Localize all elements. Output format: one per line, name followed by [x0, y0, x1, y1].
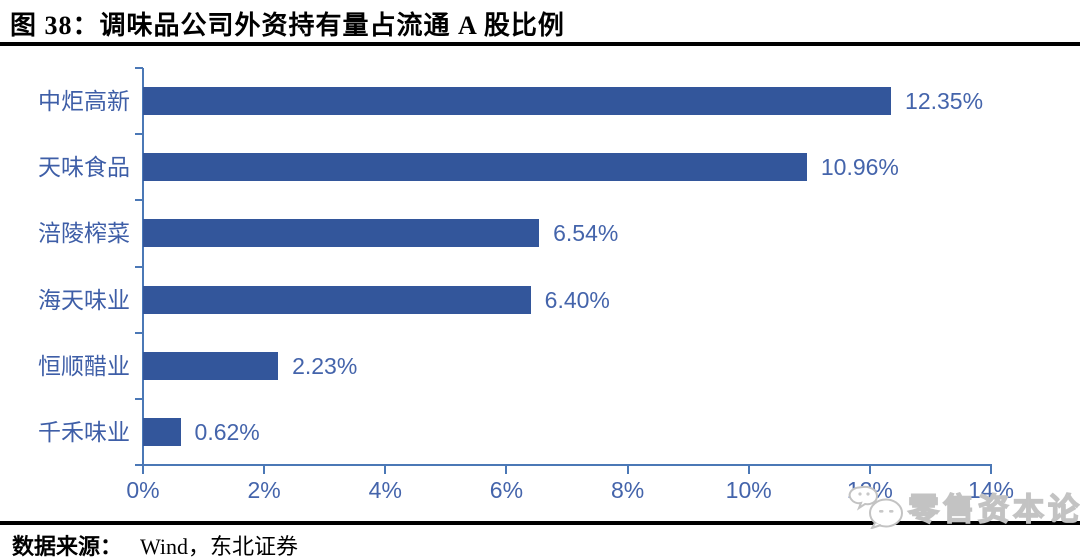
x-axis-tick-label: 0% — [126, 477, 160, 503]
figure-title: 图 38：调味品公司外资持有量占流通 A 股比例 — [10, 11, 565, 40]
bar-2 — [143, 153, 807, 182]
x-axis-tick — [626, 464, 629, 474]
bar-chart: 0%2%4%6%8%10%12%14%中炬高新12.35%天味食品10.96%涪… — [38, 67, 1014, 503]
category-label: 恒顺醋业 — [38, 352, 130, 379]
wechat-icon — [848, 485, 903, 529]
x-axis-tick-label: 10% — [725, 477, 772, 503]
value-label: 2.23% — [292, 352, 358, 379]
data-source-value: Wind，东北证券 — [140, 534, 299, 558]
bar-4 — [143, 285, 531, 314]
value-label: 12.35% — [905, 88, 984, 115]
x-axis-tick-label: 4% — [368, 477, 402, 503]
watermark-text: 零售资本论 — [907, 491, 1080, 527]
x-axis-tick-label: 2% — [247, 477, 281, 503]
data-source: 数据来源： Wind，东北证券 — [12, 529, 298, 558]
category-label: 千禾味业 — [38, 418, 130, 445]
bar-6 — [143, 417, 181, 446]
y-axis-tick — [135, 265, 143, 268]
bar-3 — [143, 219, 540, 248]
y-axis-tick — [135, 199, 143, 202]
category-label: 涪陵榨菜 — [38, 220, 130, 247]
category-label: 海天味业 — [38, 286, 130, 313]
y-axis-tick — [135, 67, 143, 69]
x-axis-tick — [747, 464, 750, 474]
x-axis-tick — [505, 464, 508, 474]
watermark: 零售资本论 — [848, 484, 1080, 529]
value-label: 6.54% — [553, 220, 619, 247]
x-axis-line — [142, 464, 992, 466]
x-axis-tick — [990, 464, 992, 474]
data-source-label: 数据来源： — [12, 534, 123, 558]
x-axis-tick — [384, 464, 387, 474]
category-label: 中炬高新 — [38, 88, 130, 115]
x-axis-tick — [263, 464, 266, 474]
x-axis-tick-label: 8% — [610, 477, 645, 503]
x-axis-tick — [868, 464, 871, 474]
value-label: 6.40% — [544, 286, 610, 313]
x-axis-tick-label: 6% — [489, 477, 524, 503]
y-axis-tick — [135, 133, 143, 136]
value-label: 10.96% — [820, 154, 899, 181]
y-axis-tick — [135, 397, 143, 400]
value-label: 0.62% — [194, 418, 260, 445]
y-axis-line — [142, 68, 144, 466]
bar-5 — [143, 351, 279, 380]
y-axis-tick — [135, 331, 143, 334]
x-axis-tick — [142, 464, 144, 474]
bar-1 — [143, 87, 892, 116]
category-label: 天味食品 — [38, 154, 130, 181]
bottom-divider-line — [0, 521, 1080, 525]
y-axis-tick — [135, 464, 143, 466]
top-divider-line — [0, 42, 1080, 46]
x-axis-tick-label: 14% — [967, 477, 1015, 503]
